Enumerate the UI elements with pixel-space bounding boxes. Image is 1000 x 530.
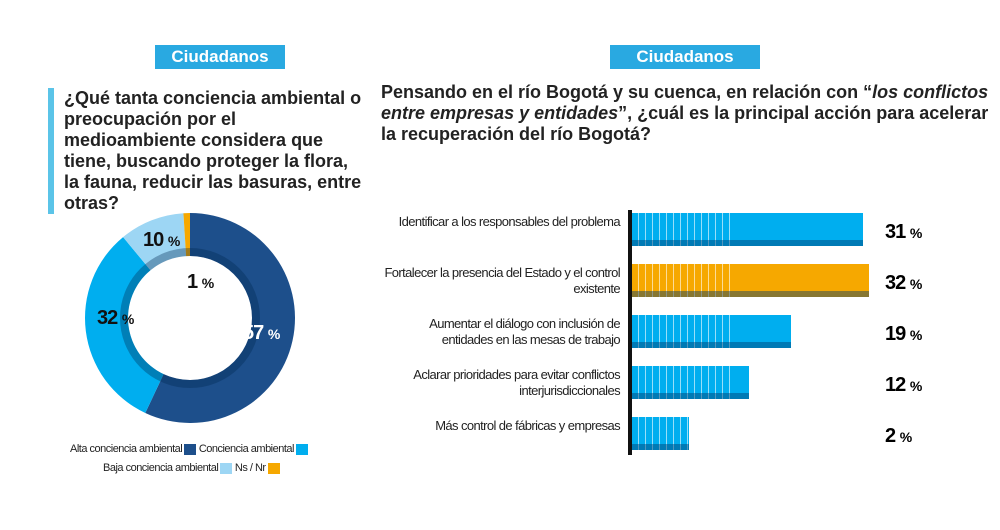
slice-value: 32 xyxy=(97,307,118,329)
unit: % xyxy=(909,225,922,241)
right-badge: Ciudadanos xyxy=(610,45,760,69)
slice-label: 57 % xyxy=(243,322,280,345)
bar-chart: Identificar a los responsables del probl… xyxy=(380,205,980,455)
donut-slice xyxy=(84,237,164,414)
legend-label: Conciencia ambiental xyxy=(198,443,295,455)
question-emphasis: los conflictos entre empresas y entidade… xyxy=(381,82,989,123)
bar xyxy=(632,366,749,399)
unit: % xyxy=(201,275,214,291)
bar xyxy=(632,417,689,450)
unit: % xyxy=(909,327,922,343)
unit: % xyxy=(121,311,134,327)
legend-swatch xyxy=(295,443,308,455)
slice-value: 57 xyxy=(243,322,264,344)
donut-slice xyxy=(123,213,187,271)
slice-label: 10 % xyxy=(143,229,180,252)
bar-value: 32 xyxy=(885,272,906,294)
bar-value: 19 xyxy=(885,323,906,345)
bar xyxy=(632,264,869,297)
legend-swatch xyxy=(267,462,280,474)
left-question: ¿Qué tanta conciencia ambiental o preocu… xyxy=(48,88,364,214)
unit: % xyxy=(167,233,180,249)
legend-label: Baja conciencia ambiental xyxy=(103,462,219,474)
donut-slice xyxy=(145,213,296,423)
bar-value-label: 32 % xyxy=(885,272,922,295)
question-part: ”, ¿cuál es la principal acción para ace… xyxy=(381,103,989,144)
bar-value-label: 19 % xyxy=(885,323,922,346)
bar-value: 31 xyxy=(885,221,906,243)
donut-slice xyxy=(183,213,190,257)
legend: Baja conciencia ambiental Ns / Nr xyxy=(103,462,280,474)
slice-label: 1 % xyxy=(187,271,214,294)
bar-value-label: 31 % xyxy=(885,221,922,244)
legend: Alta conciencia ambiental Conciencia amb… xyxy=(70,443,308,455)
unit: % xyxy=(909,378,922,394)
axis-line xyxy=(628,210,632,455)
slice-value: 10 xyxy=(143,229,164,251)
unit: % xyxy=(267,326,280,342)
bar xyxy=(632,213,863,246)
category-label: Fortalecer la presencia del Estado y el … xyxy=(384,265,620,296)
bar-value: 2 xyxy=(885,425,896,447)
left-badge: Ciudadanos xyxy=(155,45,285,69)
right-question: Pensando en el río Bogotá y su cuenca, e… xyxy=(365,82,1000,145)
category-label: Aclarar prioridades para evitar conflict… xyxy=(413,367,620,398)
bar-value: 12 xyxy=(885,374,906,396)
bar-value-label: 2 % xyxy=(885,425,912,448)
legend-swatch xyxy=(220,462,233,474)
question-part: Pensando en el río Bogotá y su cuenca, e… xyxy=(381,82,873,102)
donut-chart xyxy=(84,213,296,423)
slice-value: 1 xyxy=(187,271,198,293)
unit: % xyxy=(909,276,922,292)
legend-label: Alta conciencia ambiental xyxy=(70,443,183,455)
legend-swatch xyxy=(184,443,197,455)
category-label: Más control de fábricas y empresas xyxy=(435,418,620,433)
legend-label: Ns / Nr xyxy=(234,462,266,474)
donut-inner-shadow xyxy=(120,248,260,388)
unit: % xyxy=(899,429,912,445)
bar-value-label: 12 % xyxy=(885,374,922,397)
category-label: Aumentar el diálogo con inclusión de ent… xyxy=(429,316,620,347)
slice-label: 32 % xyxy=(97,307,134,330)
bar xyxy=(632,315,791,348)
category-label: Identificar a los responsables del probl… xyxy=(398,214,621,229)
